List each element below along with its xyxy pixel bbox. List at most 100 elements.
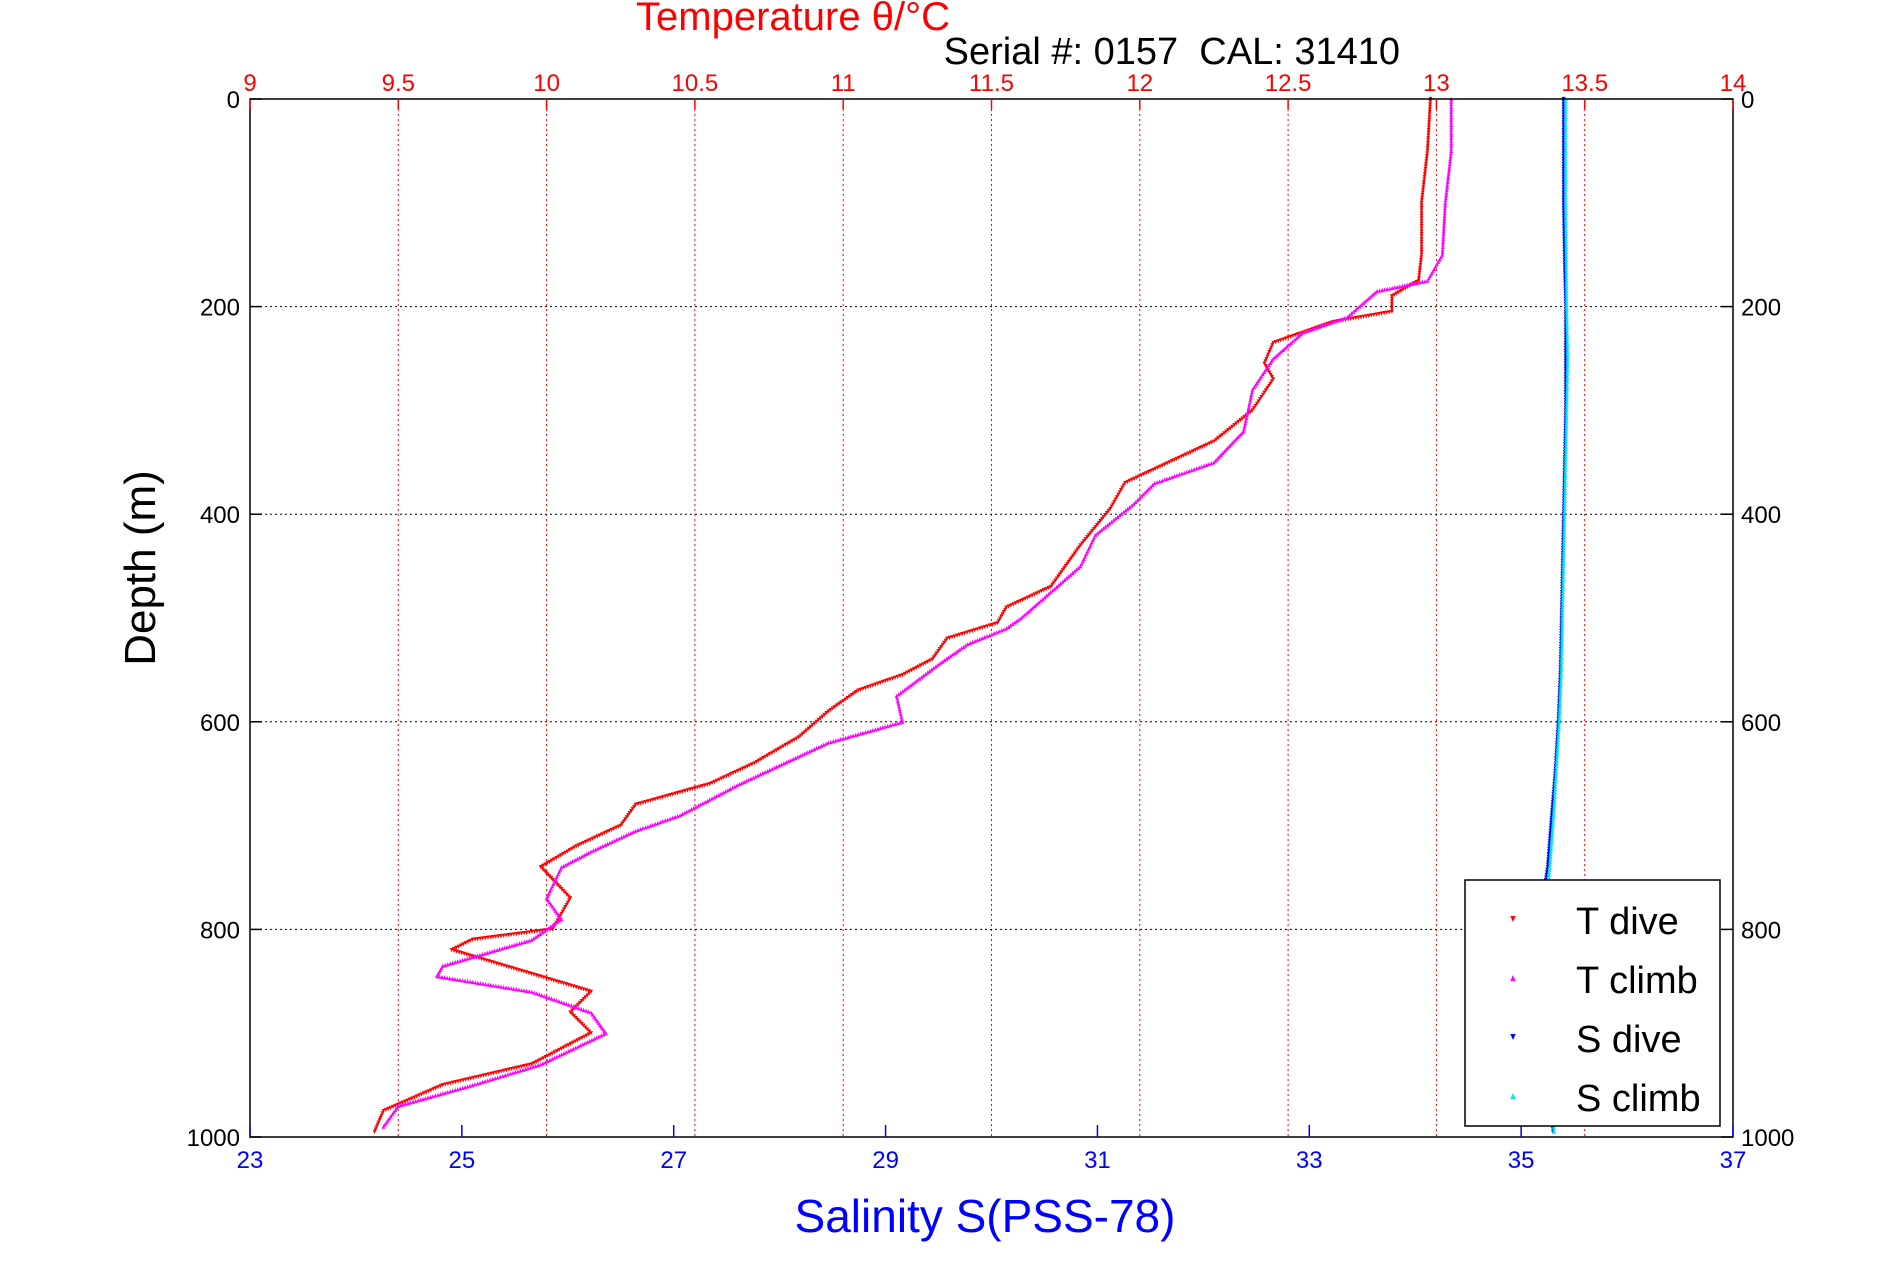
- axes: 9 9.5 10 10.5 11 11.5 12 12.5 13 13.5 14 23 25 27 29 31…: [187, 70, 1795, 1174]
- data-point: [1561, 551, 1566, 556]
- data-point: [1419, 224, 1424, 229]
- data-point: [897, 704, 901, 709]
- data-point: [1420, 195, 1425, 200]
- data-point: [646, 824, 650, 829]
- data-point: [1449, 125, 1454, 130]
- data-point: [1248, 409, 1253, 415]
- data-point: [1443, 205, 1447, 211]
- data-point: [454, 945, 459, 950]
- data-point: [1561, 576, 1566, 582]
- data-point: [570, 859, 575, 864]
- data-point: [519, 987, 524, 993]
- data-point: [1563, 475, 1568, 480]
- data-point: [1564, 260, 1569, 265]
- data-point: [581, 1007, 586, 1012]
- data-point: [411, 1099, 416, 1104]
- data-point: [726, 787, 730, 793]
- data-point: [1564, 229, 1568, 234]
- data-point: [1551, 823, 1555, 828]
- data-point: [806, 726, 811, 731]
- data-point: [746, 777, 751, 782]
- data-point: [1424, 161, 1428, 166]
- data-point: [1380, 287, 1385, 293]
- data-point: [1418, 265, 1422, 270]
- data-point: [1390, 309, 1394, 314]
- data-point: [611, 826, 616, 831]
- data-point: [837, 701, 841, 707]
- data-point: [1557, 714, 1562, 719]
- data-point: [1291, 339, 1295, 344]
- data-point: [726, 773, 731, 778]
- data-point: [564, 1044, 568, 1049]
- data-point: [421, 1096, 425, 1102]
- data-point: [579, 1006, 584, 1012]
- data-point: [1558, 688, 1563, 693]
- data-point: [1560, 613, 1565, 618]
- data-point: [564, 1001, 569, 1006]
- data-point: [1356, 315, 1361, 320]
- data-point: [1563, 221, 1568, 226]
- data-point: [1562, 538, 1566, 543]
- data-point: [1550, 826, 1555, 831]
- data-point: [1426, 133, 1431, 138]
- data-point: [547, 859, 552, 865]
- data-point: [594, 1035, 599, 1040]
- data-point: [1212, 460, 1216, 465]
- data-point: [1255, 380, 1259, 386]
- temperature-tick-label: 12.5: [1265, 70, 1312, 97]
- data-point: [742, 765, 747, 770]
- data-point: [1419, 216, 1424, 221]
- data-point: [703, 799, 708, 805]
- data-point: [554, 1049, 559, 1054]
- data-point: [1374, 312, 1379, 317]
- data-point: [540, 930, 545, 935]
- data-point: [398, 1103, 403, 1108]
- data-point: [609, 827, 614, 833]
- data-point: [388, 1114, 393, 1119]
- data-point: [929, 667, 934, 672]
- data-point: [517, 987, 521, 992]
- data-point: [1193, 448, 1198, 453]
- data-point: [501, 933, 506, 938]
- data-point: [808, 724, 813, 730]
- data-point: [1563, 208, 1568, 213]
- data-point: [730, 785, 735, 790]
- data-point: [1560, 615, 1565, 621]
- data-point: [796, 735, 801, 740]
- data-point: [1449, 99, 1454, 104]
- data-point: [1256, 399, 1261, 404]
- data-point: [763, 769, 768, 775]
- data-point: [1564, 301, 1569, 307]
- data-point: [1565, 320, 1569, 325]
- data-point: [641, 826, 645, 831]
- data-point: [1552, 802, 1557, 807]
- data-point: [1247, 400, 1252, 405]
- data-point: [612, 838, 617, 843]
- data-point: [1449, 120, 1454, 125]
- data-point: [818, 716, 823, 721]
- data-point: [1269, 379, 1274, 384]
- data-point: [1446, 174, 1451, 179]
- data-point: [480, 952, 485, 957]
- data-point: [1563, 483, 1568, 488]
- data-point: [566, 861, 571, 866]
- data-point: [556, 854, 561, 859]
- data-point: [1419, 200, 1424, 205]
- data-point: [592, 1014, 596, 1019]
- data-point: [1550, 828, 1555, 833]
- temperature-tick-label: 11.5: [969, 70, 1014, 97]
- data-point: [490, 949, 495, 954]
- data-point: [1398, 288, 1403, 294]
- data-point: [559, 911, 564, 916]
- data-point: [1559, 662, 1564, 667]
- data-point: [1563, 102, 1568, 107]
- data-point: [1561, 574, 1566, 579]
- data-point: [1295, 335, 1299, 340]
- data-point: [1000, 612, 1005, 617]
- data-point: [579, 1021, 584, 1026]
- data-point: [531, 936, 536, 941]
- data-point: [1359, 302, 1364, 307]
- data-point: [597, 833, 602, 838]
- data-point: [1431, 269, 1435, 274]
- data-point: [413, 1098, 418, 1104]
